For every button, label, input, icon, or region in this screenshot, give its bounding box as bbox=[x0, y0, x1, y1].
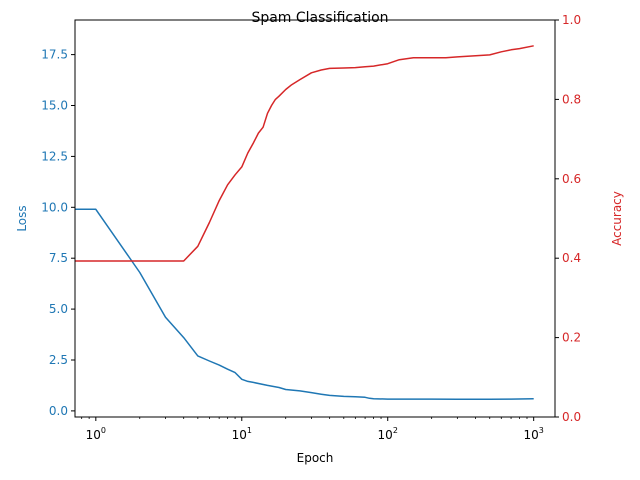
right-y-tick-label: 0.8 bbox=[562, 92, 581, 106]
left-y-tick-label: 2.5 bbox=[49, 353, 68, 367]
x-tick-label: 103 bbox=[523, 426, 543, 442]
left-y-tick-label: 17.5 bbox=[41, 48, 68, 62]
right-y-tick-label: 0.6 bbox=[562, 172, 581, 186]
left-y-axis-label: Loss bbox=[15, 205, 29, 231]
left-y-tick-label: 5.0 bbox=[49, 302, 68, 316]
x-axis-ticks: 100 101 102 103 bbox=[81, 417, 544, 442]
left-y-tick-label: 15.0 bbox=[41, 99, 68, 113]
left-y-tick-label: 10.0 bbox=[41, 200, 68, 214]
right-axis-ticks: 0.0 0.2 0.4 0.6 0.8 1.0 bbox=[555, 13, 581, 424]
chart-title: Spam Classification bbox=[251, 10, 388, 26]
left-y-tick-label: 0.0 bbox=[49, 404, 68, 418]
plot-series bbox=[75, 45, 534, 401]
right-y-tick-label: 0.0 bbox=[562, 410, 581, 424]
right-y-tick-label: 1.0 bbox=[562, 13, 581, 27]
loss-series-line bbox=[75, 208, 534, 401]
x-axis-label: Epoch bbox=[297, 451, 334, 465]
right-y-tick-label: 0.2 bbox=[562, 331, 581, 345]
plot-frame bbox=[74, 19, 556, 418]
left-axis-ticks: 0.0 2.5 5.0 7.5 10.0 12.5 15.0 17.5 bbox=[41, 48, 75, 418]
left-y-tick-label: 7.5 bbox=[49, 251, 68, 265]
right-y-tick-label: 0.4 bbox=[562, 251, 581, 265]
x-tick-label: 100 bbox=[86, 426, 106, 442]
accuracy-series-line bbox=[75, 45, 534, 262]
x-tick-label: 102 bbox=[378, 426, 398, 442]
right-y-axis-label: Accuracy bbox=[610, 191, 624, 246]
x-tick-label: 101 bbox=[232, 426, 252, 442]
left-y-tick-label: 12.5 bbox=[41, 149, 68, 163]
